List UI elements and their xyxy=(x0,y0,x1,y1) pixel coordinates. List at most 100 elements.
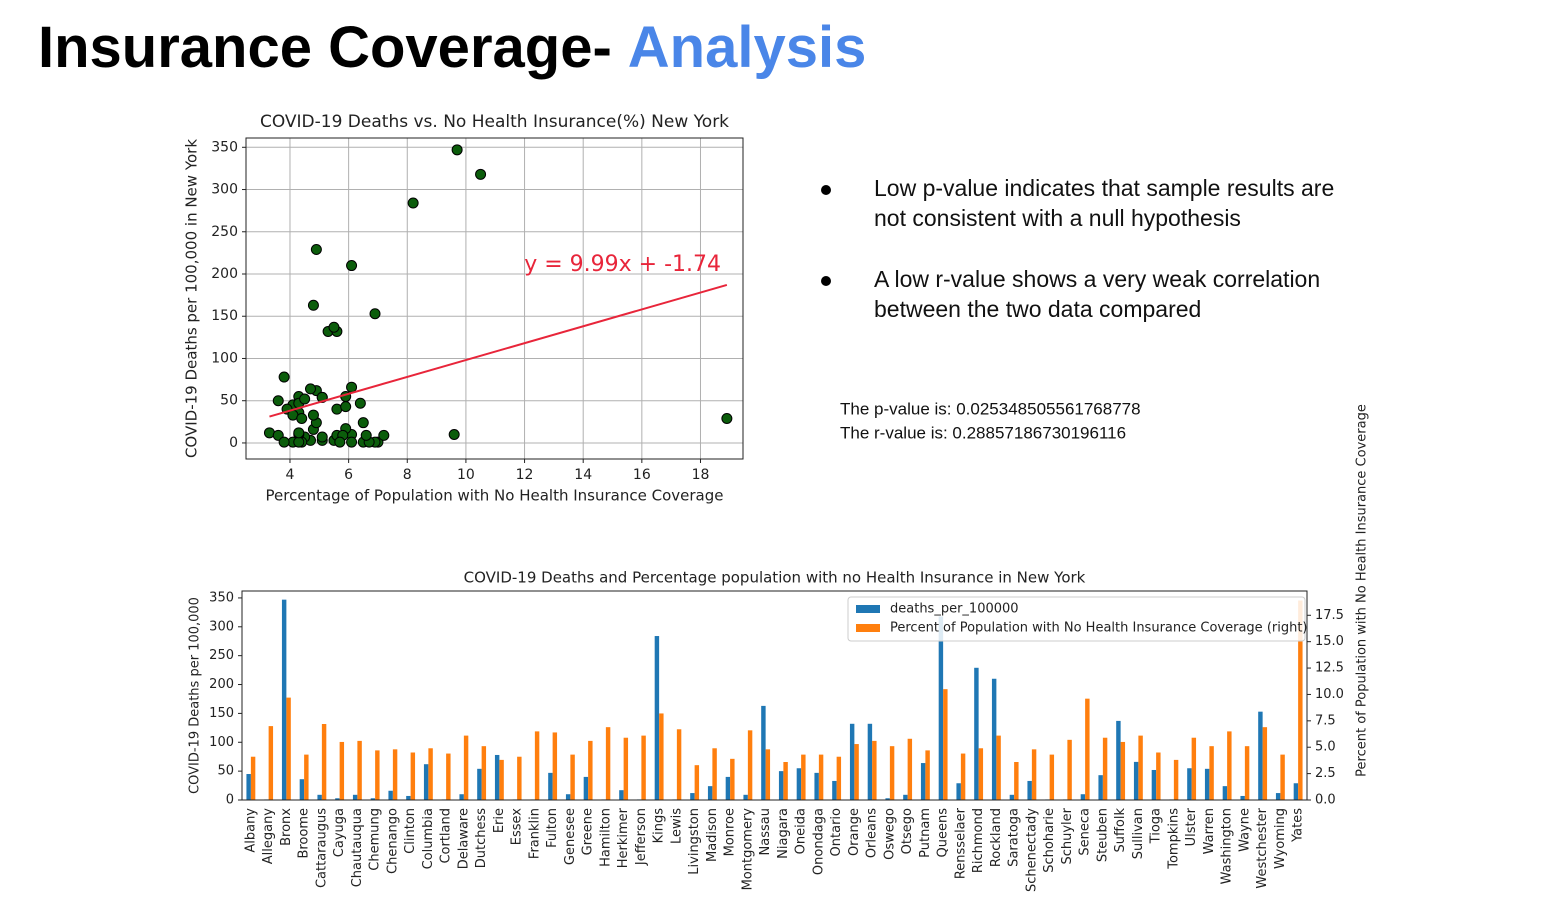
bar xyxy=(690,793,695,800)
x-tick-label: Putnam xyxy=(918,808,933,858)
x-tick-label: Chemung xyxy=(368,808,383,871)
y2-axis-label: Percent of Population with No Health Ins… xyxy=(1355,404,1370,777)
bar xyxy=(588,740,593,800)
bar xyxy=(1293,783,1299,800)
scatter-point xyxy=(346,260,358,272)
bar xyxy=(1240,795,1245,800)
y-tick-label: 200 xyxy=(211,266,238,282)
y-tick-label: 250 xyxy=(211,224,238,240)
bar xyxy=(1173,759,1179,800)
scatter-point xyxy=(378,429,390,441)
x-tick-label: Cattaraugus xyxy=(314,808,329,888)
x-tick-label: Schenectady xyxy=(1024,808,1039,892)
x-tick-label: Washington xyxy=(1220,808,1235,884)
bar xyxy=(920,763,926,800)
y-tick-label: 100 xyxy=(211,350,238,366)
bar xyxy=(605,727,611,800)
scatter-point xyxy=(451,144,463,156)
bar xyxy=(1204,768,1210,800)
bar xyxy=(552,732,558,800)
bullet-text: Low p-value indicates that sample result… xyxy=(874,175,1334,201)
x-tick-label: Suffolk xyxy=(1113,808,1128,853)
y2-tick-label: 7.5 xyxy=(1315,713,1336,728)
x-tick-label: 18 xyxy=(692,467,710,483)
x-tick-label: Schuyler xyxy=(1060,807,1075,864)
bar xyxy=(370,798,376,800)
plot-frame xyxy=(245,137,744,460)
x-tick-label: Otsego xyxy=(900,808,915,854)
bar xyxy=(304,754,309,800)
bar xyxy=(517,756,522,800)
bullet-dot xyxy=(821,276,831,286)
x-tick-label: 14 xyxy=(574,467,592,483)
bar xyxy=(1085,698,1090,800)
scatter-point xyxy=(448,429,460,441)
bar xyxy=(1258,711,1263,800)
scatter-point xyxy=(369,308,381,320)
bar xyxy=(1067,739,1072,800)
bar xyxy=(1156,752,1161,800)
bar xyxy=(801,754,806,800)
x-tick-label: Monroe xyxy=(723,808,738,856)
bar xyxy=(463,735,469,800)
bar xyxy=(406,795,411,800)
legend-label: deaths_per_100000 xyxy=(890,602,1019,617)
scatter-point xyxy=(316,431,328,443)
bar xyxy=(1098,775,1103,800)
bar xyxy=(1222,786,1228,800)
bar xyxy=(938,616,944,800)
scatter-point xyxy=(357,417,369,429)
x-tick-label: Ulster xyxy=(1184,807,1199,846)
bar xyxy=(974,667,979,800)
y-tick-label: 200 xyxy=(209,677,234,692)
bar xyxy=(1187,768,1192,800)
bar xyxy=(676,729,682,800)
scatter-point xyxy=(293,427,305,439)
x-tick-label: Schoharie xyxy=(1042,808,1057,873)
x-tick-label: Orange xyxy=(847,808,862,856)
bullet-text: A low r-value shows a very weak correlat… xyxy=(874,266,1320,292)
bullet-dot xyxy=(821,185,831,195)
scatter-point xyxy=(354,397,366,409)
x-tick-label: Fulton xyxy=(545,808,560,848)
bar xyxy=(765,749,771,800)
y2-tick-label: 0.0 xyxy=(1315,793,1336,808)
scatter-point xyxy=(346,436,358,448)
x-tick-label: Oswego xyxy=(882,808,897,860)
stat-text: The r-value is: 0.28857186730196116 xyxy=(840,423,1126,442)
x-tick-label: Orleans xyxy=(865,808,880,858)
bar xyxy=(707,786,713,800)
title-highlight: Analysis xyxy=(628,15,867,80)
bar xyxy=(1262,727,1268,800)
scatter-point xyxy=(307,409,319,421)
bar xyxy=(761,705,766,800)
bar xyxy=(352,794,358,800)
x-tick-label: Rensselaer xyxy=(953,807,968,879)
bar xyxy=(796,768,802,800)
x-tick-label: Franklin xyxy=(527,808,542,859)
x-tick-label: Wyoming xyxy=(1273,808,1288,869)
bullet-text: between the two data compared xyxy=(874,296,1201,322)
stat-text: The p-value is: 0.025348505561768778 xyxy=(840,399,1141,418)
x-tick-label: Ontario xyxy=(829,808,844,856)
bar xyxy=(299,779,305,800)
bar xyxy=(1275,793,1281,800)
bar xyxy=(388,790,393,800)
bar xyxy=(725,776,731,800)
bar xyxy=(619,790,624,800)
y-tick-label: 350 xyxy=(209,590,234,605)
bar xyxy=(960,753,966,800)
x-tick-label: Onondaga xyxy=(811,808,826,875)
x-tick-label: Tioga xyxy=(1149,808,1164,844)
x-tick-label: Hamilton xyxy=(598,808,613,867)
scatter-point xyxy=(360,429,372,441)
slide-title: Insurance Coverage- Analysis xyxy=(38,15,866,80)
y-axis-label: COVID-19 Deaths per 100,000 xyxy=(188,597,203,794)
x-tick-label: Madison xyxy=(705,808,720,862)
y-tick-label: 250 xyxy=(209,648,234,663)
x-tick-label: Bronx xyxy=(279,808,294,846)
x-tick-label: Warren xyxy=(1202,808,1217,854)
y-tick-label: 300 xyxy=(211,182,238,198)
bar xyxy=(1027,780,1032,800)
